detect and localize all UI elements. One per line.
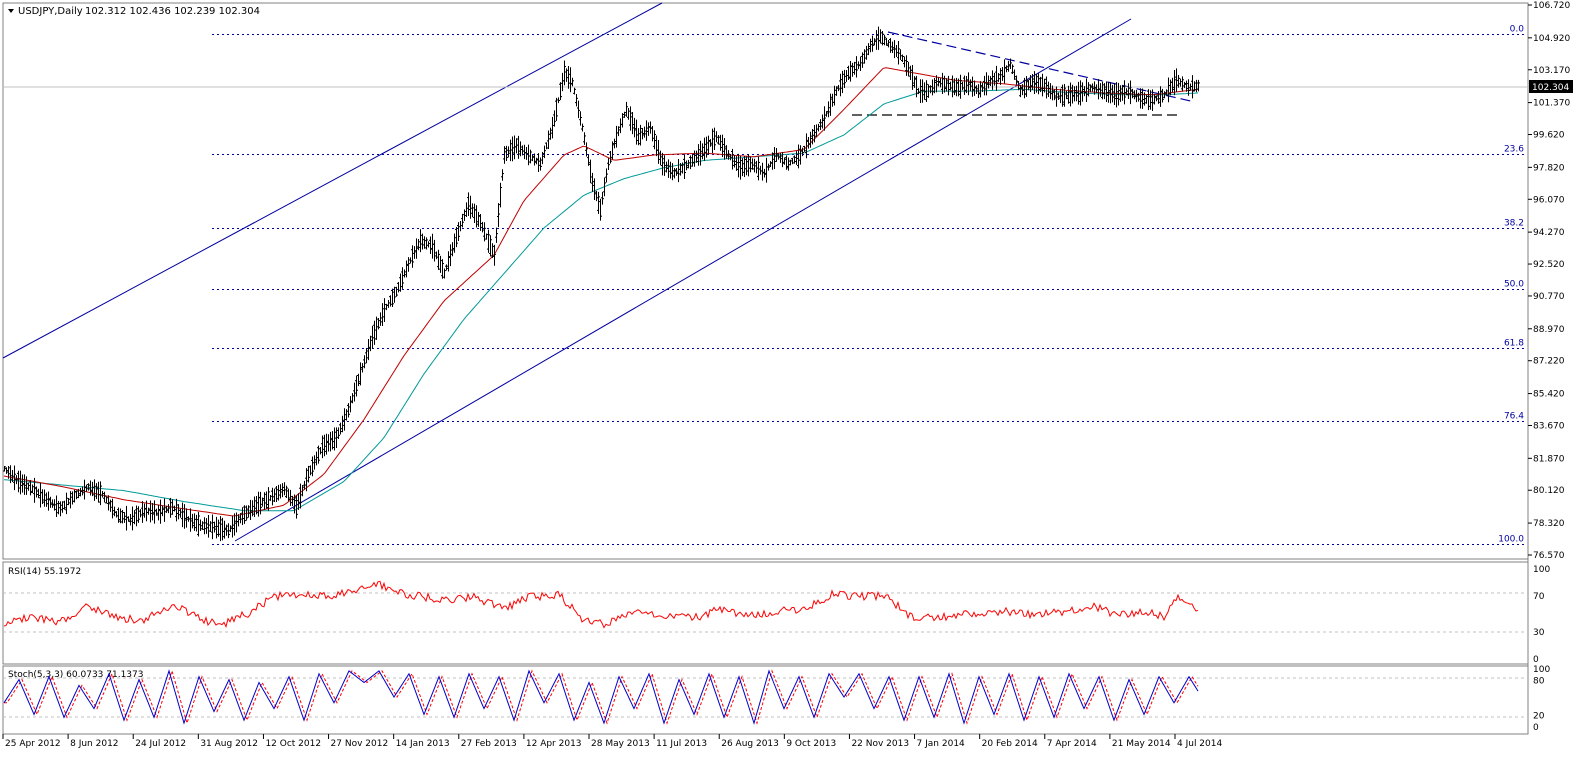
price-axis-label: 87.220 <box>1533 357 1565 367</box>
symbol-menu-icon[interactable] <box>8 9 14 13</box>
stoch-title: Stoch(5,3,3) 60.0733 71.1373 <box>8 670 143 680</box>
time-axis-label: 28 May 2013 <box>591 739 650 749</box>
time-axis-label: 9 Oct 2013 <box>786 739 836 749</box>
fib-level-label: 23.6 <box>1504 145 1524 155</box>
stoch-axis: 100 80 20 0 <box>1533 665 1550 733</box>
price-axis-label: 94.270 <box>1533 228 1565 238</box>
stoch-main-line <box>3 669 1199 725</box>
price-axis-label: 81.870 <box>1533 454 1565 464</box>
current-price-label: 102.304 <box>1532 83 1569 93</box>
price-bars <box>3 26 1200 542</box>
rsi-scale-label: 0 <box>1533 655 1539 665</box>
price-axis-label: 90.770 <box>1533 292 1565 302</box>
time-axis-label: 7 Apr 2014 <box>1047 739 1097 749</box>
rsi-series-line <box>3 580 1199 629</box>
time-axis[interactable]: 25 Apr 2012 8 Jun 2012 24 Jul 2012 31 Aug 2… <box>2 734 1222 749</box>
rsi-panel-frame <box>2 561 1529 665</box>
main-panel-frame <box>2 2 1529 560</box>
time-axis-label: 8 Jun 2012 <box>70 739 118 749</box>
time-axis-label: 7 Jan 2014 <box>917 739 965 749</box>
price-axis-label: 106.720 <box>1533 1 1570 11</box>
time-axis-label: 26 Aug 2013 <box>721 739 779 749</box>
symbol-label: USDJPY,Daily <box>18 6 83 17</box>
time-axis-label: 14 Jan 2013 <box>396 739 450 749</box>
ma-fast-line <box>3 67 1199 517</box>
fib-level-label: 38.2 <box>1504 219 1524 229</box>
price-axis-label: 85.420 <box>1533 390 1565 400</box>
price-axis-label: 97.820 <box>1533 163 1565 173</box>
ma-slow-line <box>3 88 1199 512</box>
rsi-line <box>3 580 1199 629</box>
rsi-scale-label: 70 <box>1533 592 1545 602</box>
time-axis-label: 27 Feb 2013 <box>461 739 517 749</box>
time-axis-label: 31 Aug 2012 <box>200 739 258 749</box>
price-axis-label: 104.920 <box>1533 34 1570 44</box>
stoch-scale-label: 80 <box>1533 677 1545 687</box>
stoch-scale-label: 20 <box>1533 711 1545 721</box>
channel-lower-line <box>234 18 1132 542</box>
stoch-scale-label: 0 <box>1533 723 1539 733</box>
price-axis-label: 96.070 <box>1533 195 1565 205</box>
trend-channel <box>2 2 1196 542</box>
price-axis-label: 92.520 <box>1533 260 1565 270</box>
time-axis-label: 27 Nov 2012 <box>331 739 389 749</box>
descending-resistance-line <box>887 31 1196 103</box>
fib-level-label: 50.0 <box>1504 280 1524 290</box>
price-axis-label: 83.670 <box>1533 421 1565 431</box>
rsi-title: RSI(14) 55.1972 <box>8 567 81 577</box>
price-axis-label: 78.320 <box>1533 519 1565 529</box>
stoch-signal-line <box>4 669 1199 725</box>
time-axis-label: 22 Nov 2013 <box>851 739 909 749</box>
moving-averages <box>3 67 1199 517</box>
price-axis-label: 103.170 <box>1533 66 1570 76</box>
stochastic-lines <box>3 669 1199 725</box>
time-axis-label: 4 Jul 2014 <box>1177 739 1222 749</box>
stoch-scale-label: 100 <box>1533 665 1550 675</box>
current-price-tag <box>1529 80 1573 93</box>
rsi-scale-label: 30 <box>1533 628 1545 638</box>
time-axis-label: 20 Feb 2014 <box>982 739 1038 749</box>
fib-level-label: 76.4 <box>1504 412 1524 422</box>
stoch-panel-frame <box>2 665 1529 735</box>
fib-level-label: 61.8 <box>1504 339 1524 349</box>
price-axis-label: 80.120 <box>1533 486 1565 496</box>
time-axis-label: 11 Jul 2013 <box>656 739 707 749</box>
price-axis-label: 101.370 <box>1533 99 1570 109</box>
fib-level-label: 100.0 <box>1498 535 1524 545</box>
channel-upper-line <box>2 2 663 359</box>
rsi-scale-label: 100 <box>1533 565 1550 575</box>
time-axis-label: 12 Apr 2013 <box>526 739 582 749</box>
time-axis-label: 21 May 2014 <box>1112 739 1171 749</box>
fibonacci-levels: 0.0 23.6 38.2 50.0 61.8 76.4 100.0 <box>212 25 1527 545</box>
price-axis-label: 99.620 <box>1533 131 1565 141</box>
time-axis-label: 24 Jul 2012 <box>135 739 186 749</box>
rsi-axis: 100 70 30 0 <box>1533 565 1550 665</box>
price-axis-label: 76.570 <box>1533 551 1565 561</box>
time-axis-label: 12 Oct 2012 <box>265 739 321 749</box>
time-axis-label: 25 Apr 2012 <box>5 739 61 749</box>
ohlc-readout: 102.312 102.436 102.239 102.304 <box>85 6 260 17</box>
price-axis[interactable]: 106.720 104.920 103.170 101.370 99.620 97.820… <box>1528 1 1570 561</box>
fib-level-label: 0.0 <box>1510 25 1525 35</box>
price-axis-label: 88.970 <box>1533 325 1565 335</box>
